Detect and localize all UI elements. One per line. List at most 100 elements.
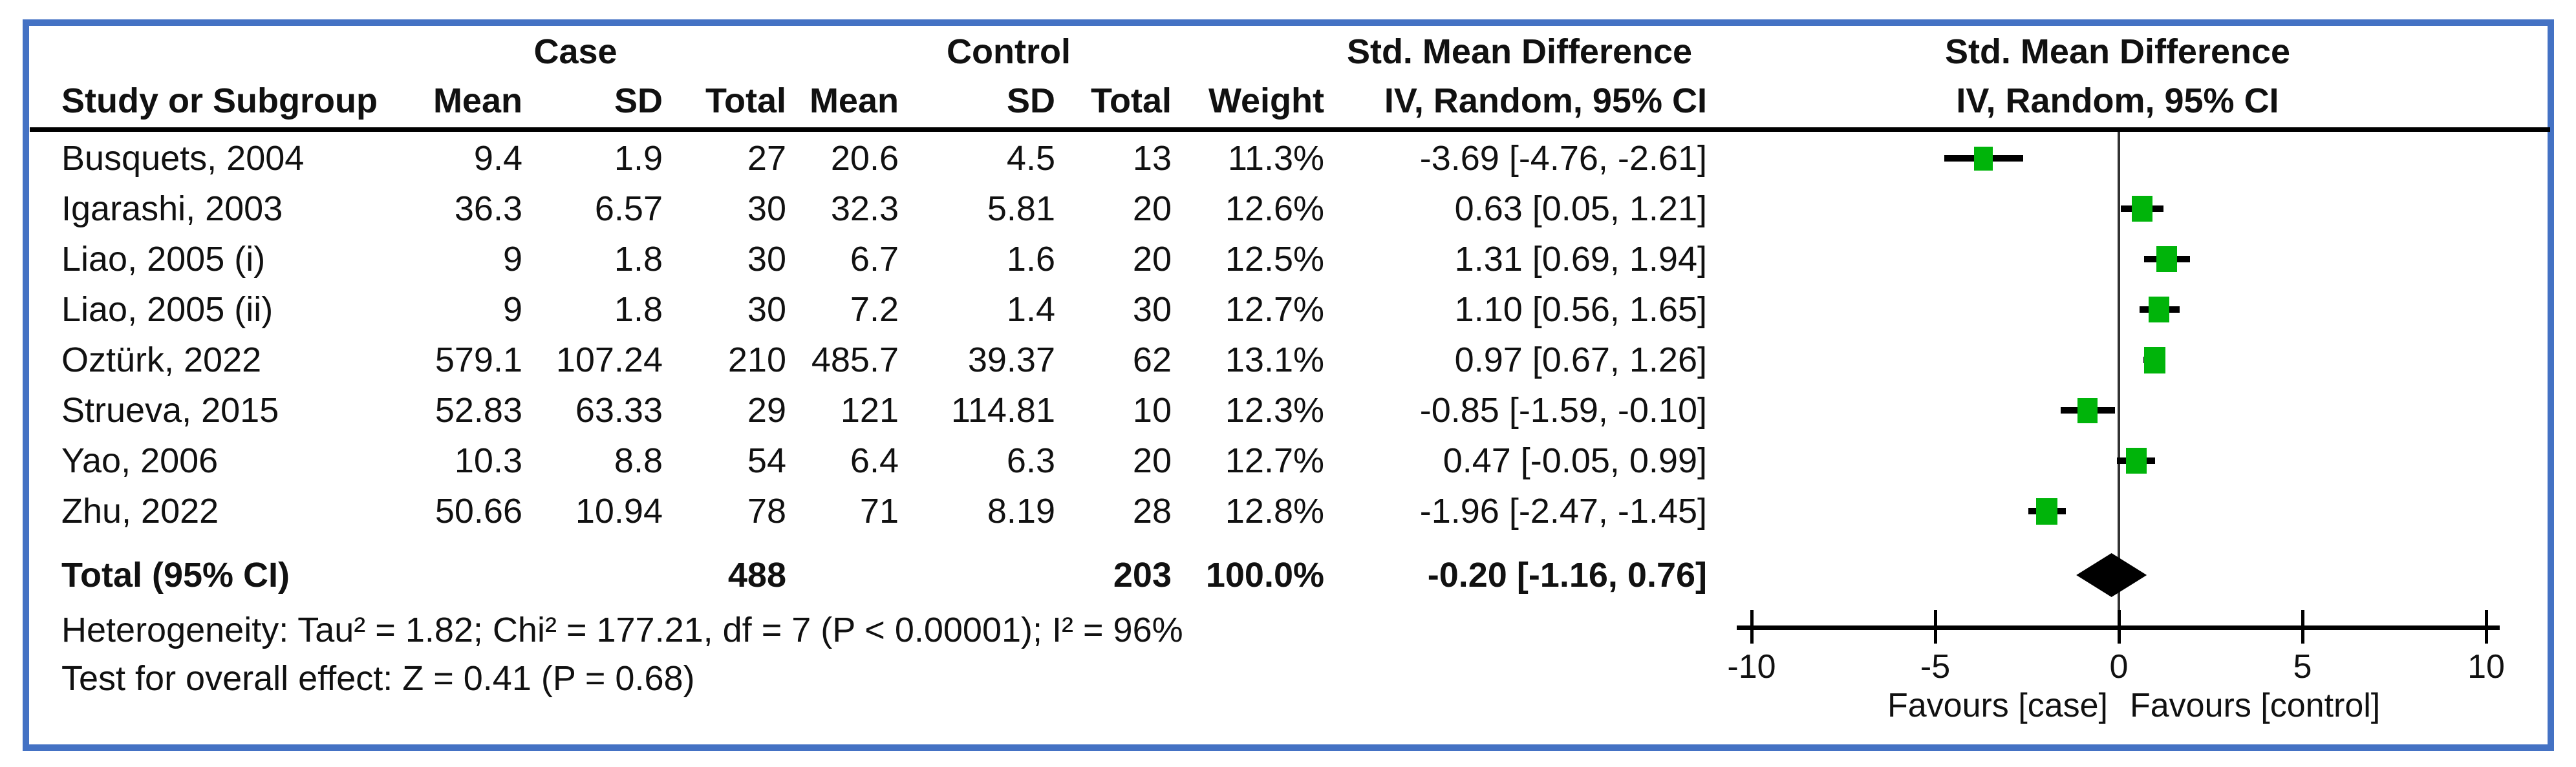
effect-marker (2156, 246, 2178, 272)
control-total-value: 13 (1132, 139, 1172, 178)
smd-ci-text: 0.97 [0.67, 1.26] (1454, 341, 1707, 379)
axis-tick-label: 10 (2467, 648, 2505, 686)
control-sd-value: 5.81 (987, 189, 1055, 228)
study-row: Yao, 2006 10.3 8.8 54 6.4 6.3 20 12.7% 0… (0, 436, 2576, 486)
control-group-header: Control (947, 32, 1071, 71)
axis-tick (1934, 610, 1937, 644)
control-total-value: 10 (1132, 391, 1172, 430)
control-total-value: 62 (1132, 341, 1172, 379)
column-header-control-total: Total (1091, 81, 1172, 120)
case-mean-value: 50.66 (435, 492, 522, 531)
control-mean-value: 121 (840, 391, 899, 430)
weight-value: 12.6% (1225, 189, 1324, 228)
case-sd-value: 1.8 (614, 240, 663, 278)
case-mean-value: 52.83 (435, 391, 522, 430)
study-name: Oztürk, 2022 (61, 341, 262, 379)
control-sd-value: 1.4 (1006, 290, 1055, 329)
figure-border (23, 19, 2554, 751)
weight-value: 11.3% (1227, 139, 1324, 178)
study-row: Strueva, 2015 52.83 63.33 29 121 114.81 … (0, 385, 2576, 436)
weight-value: 12.7% (1225, 290, 1324, 329)
study-name: Busquets, 2004 (61, 139, 305, 178)
control-mean-value: 6.4 (850, 441, 899, 480)
case-sd-value: 63.33 (575, 391, 663, 430)
column-header-case-mean: Mean (433, 81, 522, 120)
case-sd-value: 1.8 (614, 290, 663, 329)
smd-plot-header: Std. Mean Difference (1944, 32, 2291, 71)
control-sd-value: 114.81 (950, 391, 1055, 430)
study-row: Zhu, 2022 50.66 10.94 78 71 8.19 28 12.8… (0, 486, 2576, 536)
study-row: Liao, 2005 (ii) 9 1.8 30 7.2 1.4 30 12.7… (0, 284, 2576, 335)
case-mean-value: 9 (502, 240, 522, 278)
column-header-control-sd: SD (1006, 81, 1055, 120)
weight-value: 12.3% (1225, 391, 1324, 430)
header-divider (30, 127, 2550, 132)
smd-ci-text: 0.63 [0.05, 1.21] (1454, 189, 1707, 228)
smd-ci-text: -1.96 [-2.47, -1.45] (1419, 492, 1707, 531)
column-header-case-total: Total (705, 81, 786, 120)
control-total-value: 20 (1132, 189, 1172, 228)
axis-tick (2485, 610, 2488, 644)
case-total-value: 30 (747, 189, 786, 228)
case-sd-value: 1.9 (614, 139, 663, 178)
total-weight: 100.0% (1205, 556, 1324, 594)
smd-ci-text: -3.69 [-4.76, -2.61] (1419, 139, 1707, 178)
study-row: Igarashi, 2003 36.3 6.57 30 32.3 5.81 20… (0, 184, 2576, 234)
axis-tick (1750, 610, 1754, 644)
control-total-value: 20 (1132, 441, 1172, 480)
smd-ci-text: 0.47 [-0.05, 0.99] (1443, 441, 1707, 480)
case-mean-value: 9.4 (473, 139, 522, 178)
total-case-n: 488 (727, 556, 786, 594)
total-label: Total (95% CI) (61, 556, 290, 594)
control-total-value: 30 (1132, 290, 1172, 329)
smd-text-header: Std. Mean Difference (1346, 32, 1693, 71)
effect-marker (2131, 196, 2152, 222)
study-row: Busquets, 2004 9.4 1.9 27 20.6 4.5 13 11… (0, 133, 2576, 184)
control-mean-value: 6.7 (850, 240, 899, 278)
control-sd-value: 8.19 (987, 492, 1055, 531)
study-row: Liao, 2005 (i) 9 1.8 30 6.7 1.6 20 12.5%… (0, 234, 2576, 284)
case-mean-value: 36.3 (454, 189, 522, 228)
smd-ci-text: 1.31 [0.69, 1.94] (1454, 240, 1707, 278)
control-mean-value: 32.3 (830, 189, 899, 228)
control-mean-value: 20.6 (830, 139, 899, 178)
study-name: Igarashi, 2003 (61, 189, 283, 228)
column-header-ci-method: IV, Random, 95% CI (1384, 81, 1707, 120)
case-mean-value: 10.3 (454, 441, 522, 480)
axis-tick-label: 0 (2109, 648, 2129, 686)
effect-marker (2149, 297, 2170, 322)
column-header-ci-method-plot: IV, Random, 95% CI (1956, 81, 2279, 120)
total-control-n: 203 (1113, 556, 1172, 594)
study-row: Oztürk, 2022 579.1 107.24 210 485.7 39.3… (0, 335, 2576, 385)
control-sd-value: 1.6 (1006, 240, 1055, 278)
case-total-value: 210 (727, 341, 786, 379)
axis-tick-label: -10 (1727, 648, 1776, 686)
case-mean-value: 9 (502, 290, 522, 329)
column-header-weight: Weight (1208, 81, 1324, 120)
weight-value: 12.7% (1225, 441, 1324, 480)
case-mean-value: 579.1 (435, 341, 522, 379)
study-name: Liao, 2005 (i) (61, 240, 266, 278)
total-smd-ci-text: -0.20 [-1.16, 0.76] (1427, 556, 1707, 594)
control-sd-value: 6.3 (1006, 441, 1055, 480)
control-total-value: 20 (1132, 240, 1172, 278)
column-header-study: Study or Subgroup (61, 81, 378, 120)
weight-value: 12.8% (1225, 492, 1324, 531)
control-total-value: 28 (1132, 492, 1172, 531)
effect-marker (2077, 397, 2098, 423)
case-total-value: 78 (747, 492, 786, 531)
effect-marker (2125, 448, 2147, 474)
control-mean-value: 485.7 (811, 341, 899, 379)
weight-value: 12.5% (1225, 240, 1324, 278)
case-group-header: Case (533, 32, 617, 71)
column-header-control-mean: Mean (809, 81, 899, 120)
control-sd-value: 4.5 (1006, 139, 1055, 178)
smd-ci-text: 1.10 [0.56, 1.65] (1454, 290, 1707, 329)
axis-tick-label: 5 (2293, 648, 2312, 686)
case-sd-value: 107.24 (555, 341, 663, 379)
column-header-case-sd: SD (614, 81, 663, 120)
axis-tick (2301, 610, 2304, 644)
case-total-value: 30 (747, 240, 786, 278)
study-name: Strueva, 2015 (61, 391, 279, 430)
